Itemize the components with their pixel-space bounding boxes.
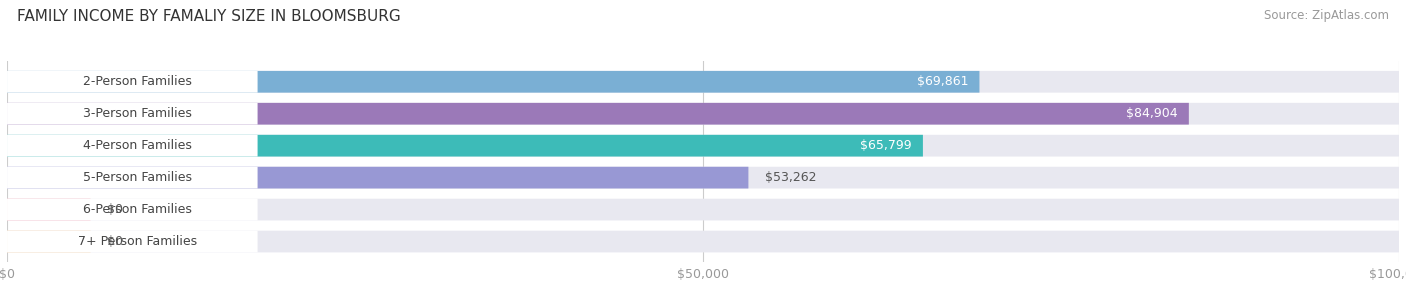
FancyBboxPatch shape	[7, 167, 748, 188]
FancyBboxPatch shape	[7, 71, 1399, 93]
FancyBboxPatch shape	[7, 199, 1399, 221]
Text: 4-Person Families: 4-Person Families	[83, 139, 191, 152]
FancyBboxPatch shape	[7, 135, 1399, 156]
FancyBboxPatch shape	[7, 71, 980, 93]
Text: 2-Person Families: 2-Person Families	[83, 75, 191, 88]
FancyBboxPatch shape	[7, 71, 257, 93]
FancyBboxPatch shape	[7, 231, 1399, 253]
Text: 6-Person Families: 6-Person Families	[83, 203, 191, 216]
Text: $69,861: $69,861	[917, 75, 969, 88]
Text: 7+ Person Families: 7+ Person Families	[77, 235, 197, 248]
Text: $53,262: $53,262	[765, 171, 817, 184]
Text: $0: $0	[107, 203, 124, 216]
Text: $65,799: $65,799	[860, 139, 911, 152]
Text: 5-Person Families: 5-Person Families	[83, 171, 191, 184]
FancyBboxPatch shape	[7, 167, 1399, 188]
Text: $84,904: $84,904	[1126, 107, 1178, 120]
FancyBboxPatch shape	[7, 135, 257, 156]
FancyBboxPatch shape	[7, 167, 257, 188]
FancyBboxPatch shape	[7, 199, 90, 221]
FancyBboxPatch shape	[7, 103, 1399, 124]
FancyBboxPatch shape	[7, 103, 257, 124]
FancyBboxPatch shape	[7, 135, 922, 156]
FancyBboxPatch shape	[7, 103, 1189, 124]
FancyBboxPatch shape	[7, 199, 257, 221]
Text: 3-Person Families: 3-Person Families	[83, 107, 191, 120]
Text: Source: ZipAtlas.com: Source: ZipAtlas.com	[1264, 9, 1389, 22]
Text: $0: $0	[107, 235, 124, 248]
Text: FAMILY INCOME BY FAMALIY SIZE IN BLOOMSBURG: FAMILY INCOME BY FAMALIY SIZE IN BLOOMSB…	[17, 9, 401, 24]
FancyBboxPatch shape	[7, 231, 257, 253]
FancyBboxPatch shape	[7, 231, 90, 253]
